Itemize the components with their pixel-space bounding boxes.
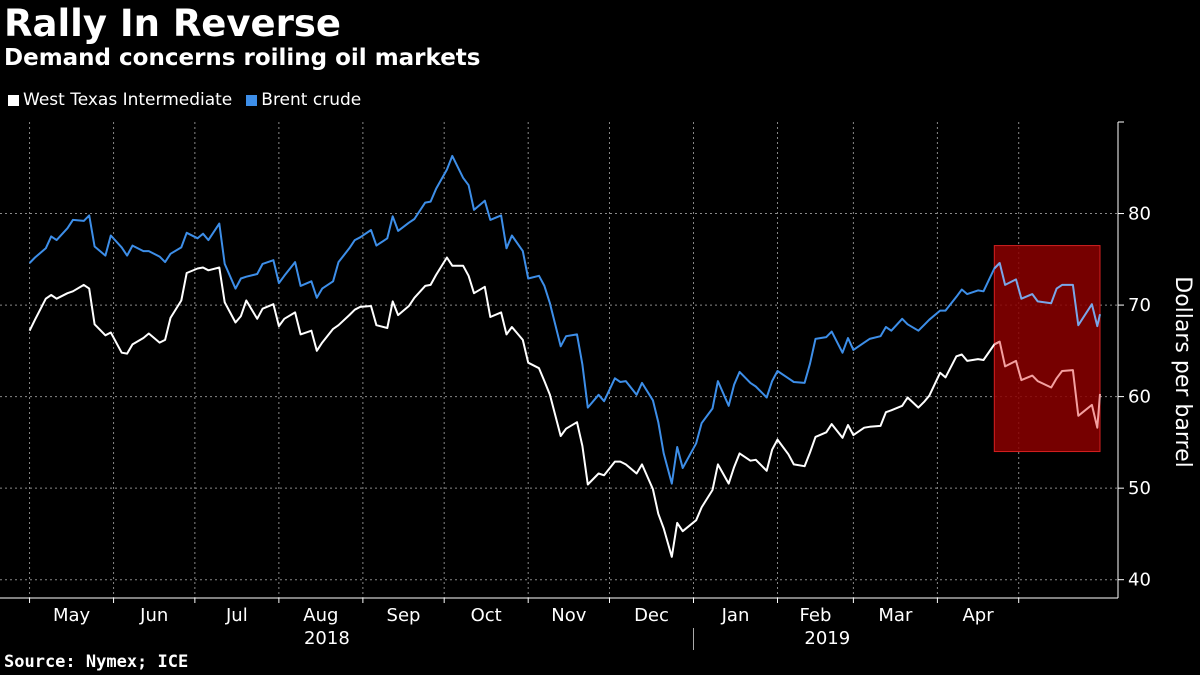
x-tick-label: Jul [225, 605, 248, 626]
chart-legend: West Texas Intermediate Brent crude [8, 90, 361, 110]
x-tick-label: Apr [962, 605, 994, 626]
chart-title: Rally In Reverse [4, 2, 341, 45]
series-line-wti [28, 256, 1001, 558]
y-axis-label: Dollars per barrel [1170, 276, 1195, 467]
series-lines [28, 154, 1101, 558]
legend-label-brent: Brent crude [261, 90, 362, 110]
year-label: 2019 [804, 628, 850, 649]
legend-swatch-brent [246, 94, 258, 106]
x-tick-label: Dec [634, 605, 669, 626]
x-tick-labels: May Jun Jul Aug Sep Oct Nov Dec Jan Feb Mar Apr 2018… [53, 605, 994, 649]
x-tick-label: May [53, 605, 91, 626]
legend-item-brent: Brent crude [246, 90, 361, 110]
series-line-brent [28, 154, 1001, 485]
legend-item-wti: West Texas Intermediate [8, 90, 232, 110]
x-tick-label: Mar [878, 605, 913, 626]
chart-subtitle: Demand concerns roiling oil markets [4, 45, 481, 71]
y-tick-label: 80 [1128, 204, 1151, 225]
x-tick-label: Jan [721, 605, 750, 626]
x-tick-label: Jun [139, 605, 168, 626]
grid [0, 122, 1118, 598]
x-tick-label: Feb [800, 605, 832, 626]
x-tick-label: Nov [551, 605, 586, 626]
highlight-box [993, 245, 1101, 453]
y-tick-labels: 40 50 60 70 80 [1128, 204, 1151, 591]
x-tick-label: Oct [471, 605, 502, 626]
source-note: Source: Nymex; ICE [4, 652, 189, 672]
x-tick-label: Aug [303, 605, 338, 626]
y-tick-label: 40 [1128, 570, 1151, 591]
x-tick-label: Sep [387, 605, 421, 626]
y-tick-label: 70 [1128, 295, 1151, 316]
axes [0, 121, 1124, 650]
y-tick-label: 60 [1128, 387, 1151, 408]
highlight-rect [993, 245, 1101, 453]
series-line-wti-highlighted [993, 340, 1101, 429]
series-line-brent-highlighted [993, 262, 1101, 328]
legend-swatch-wti [8, 94, 19, 106]
year-label: 2018 [304, 628, 350, 649]
y-tick-label: 50 [1128, 478, 1151, 499]
legend-label-wti: West Texas Intermediate [23, 90, 233, 110]
